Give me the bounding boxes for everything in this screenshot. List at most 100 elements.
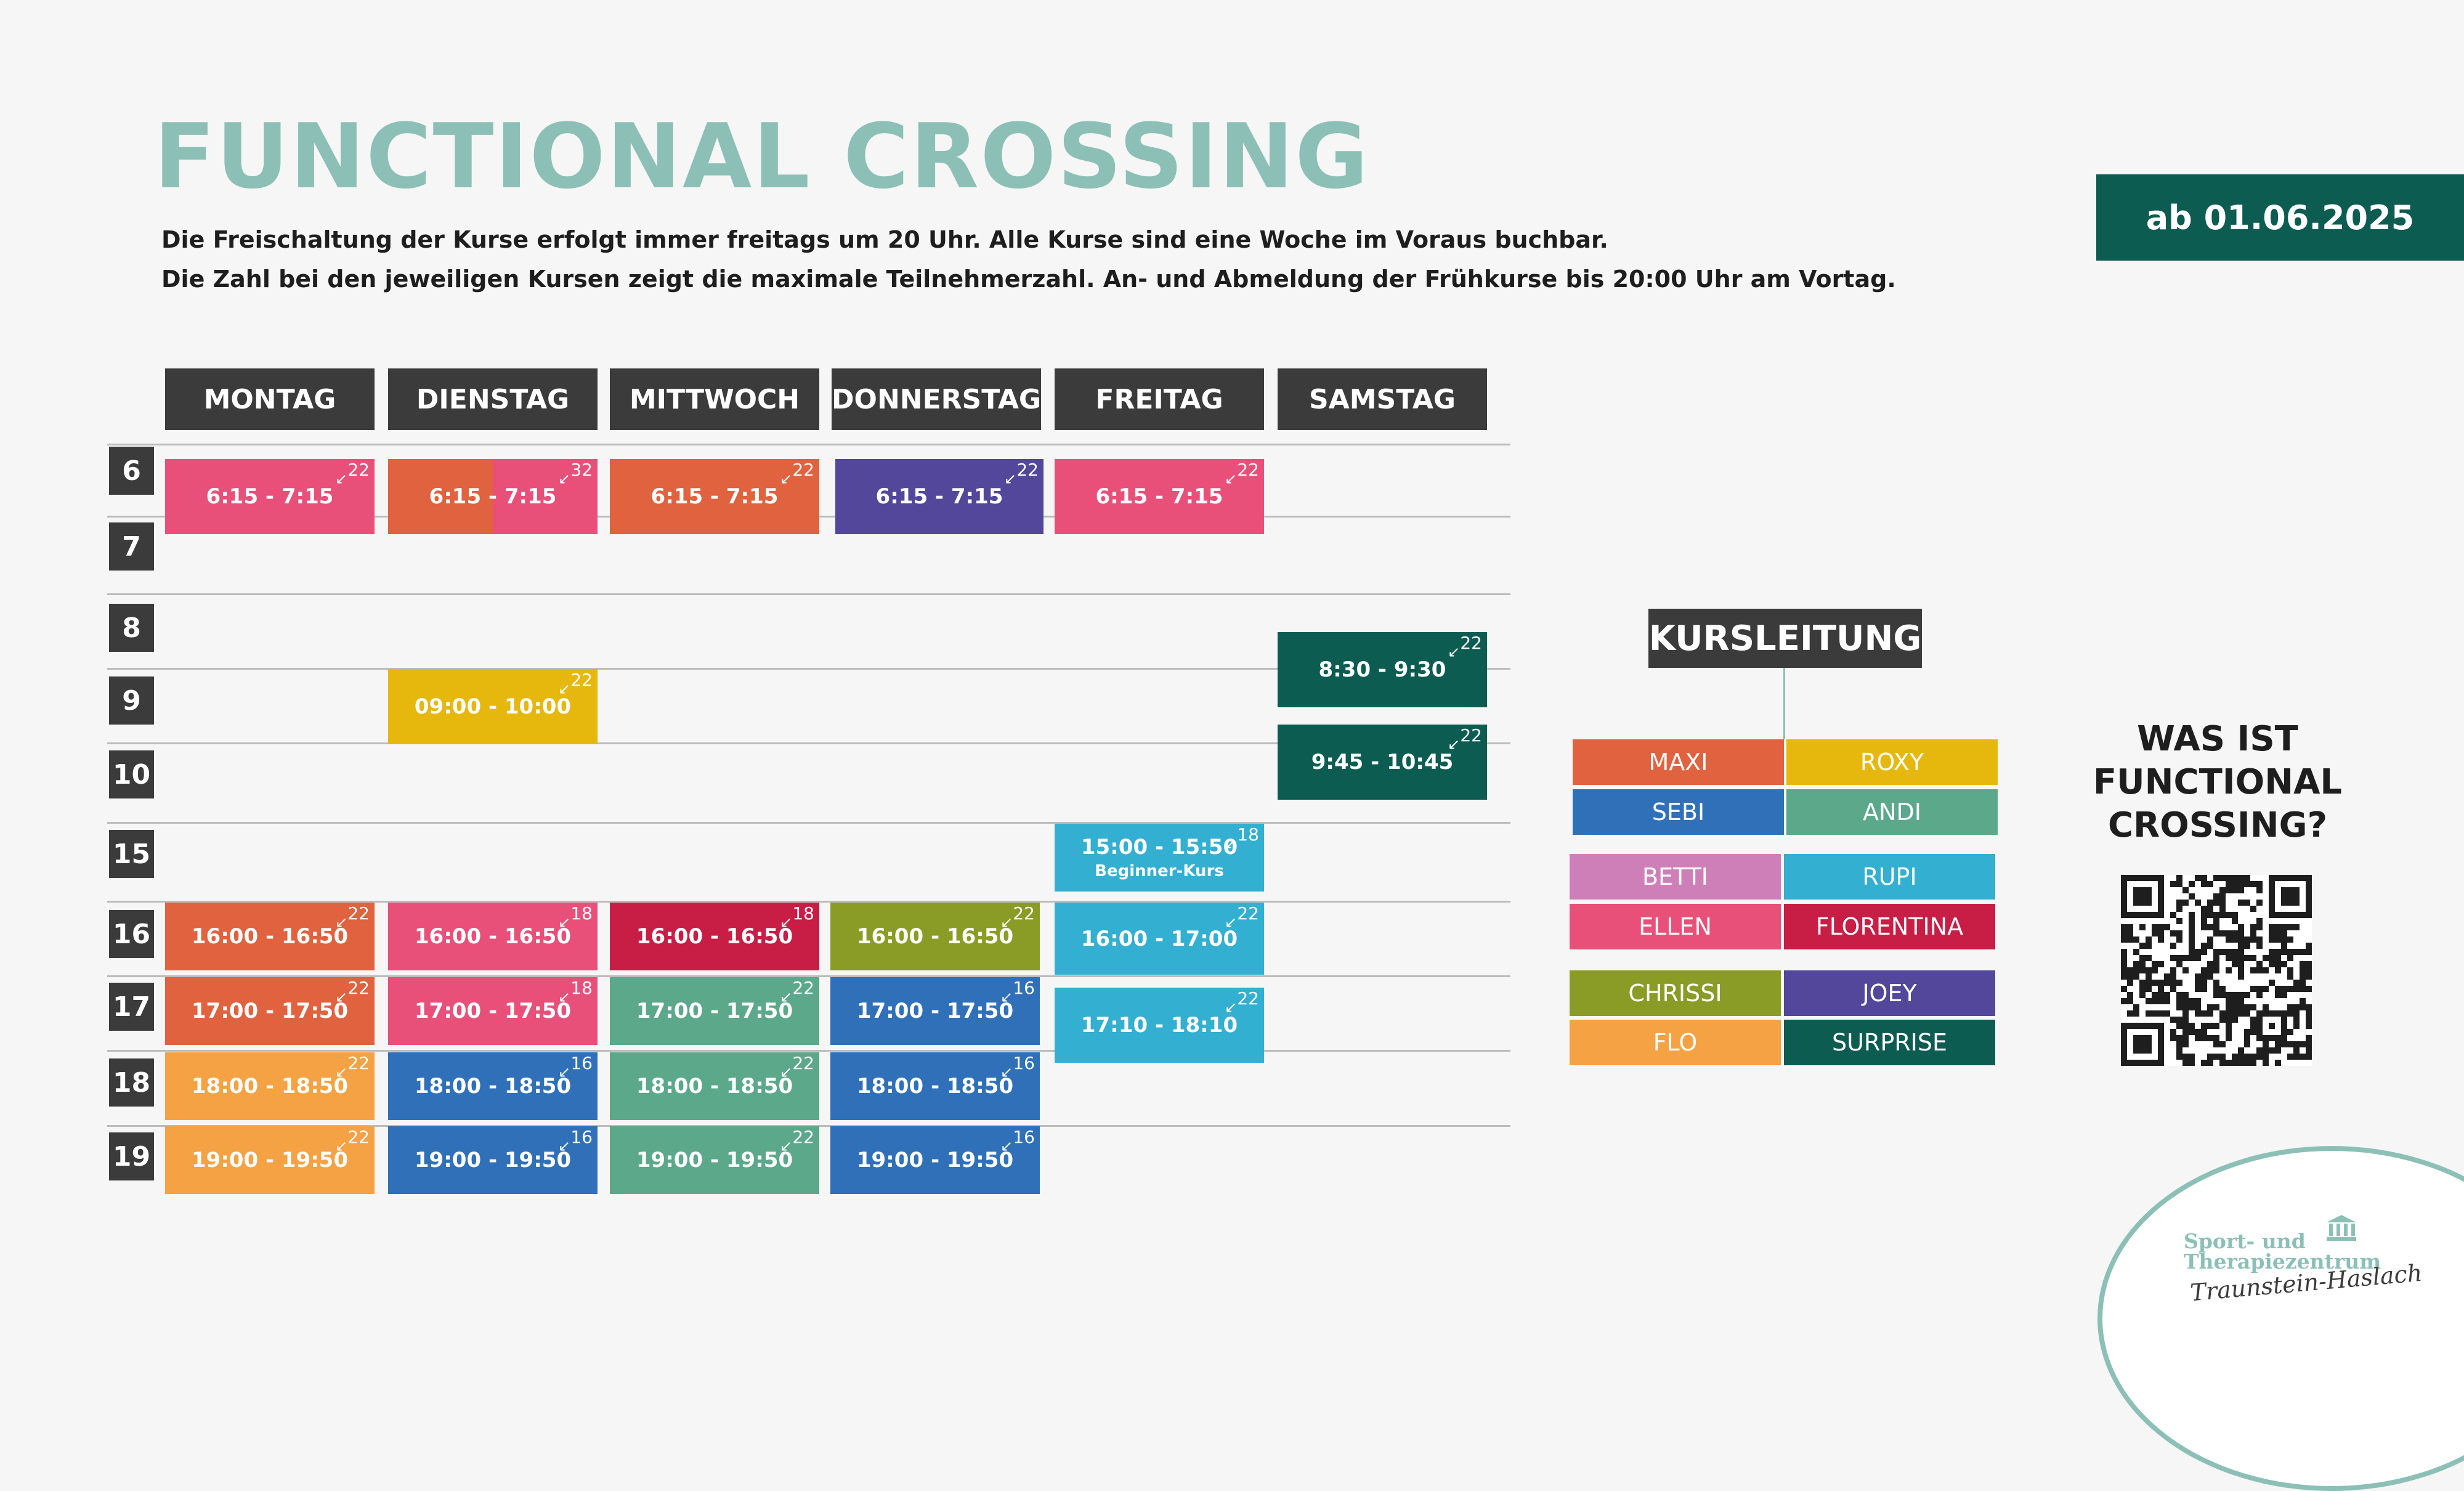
session-time: 19:00 - 19:50 — [191, 1148, 349, 1172]
grid-line — [107, 668, 1510, 670]
session-time: 09:00 - 10:00 — [414, 694, 572, 719]
session-time: 17:00 - 17:50 — [414, 999, 572, 1023]
session-block[interactable]: 18:00 - 18:50 22 ↙ — [165, 1052, 375, 1120]
session-block[interactable]: 6:15 - 7:15 22 ↙ — [165, 459, 375, 534]
session-block[interactable]: 18:00 - 18:50 22 ↙ — [610, 1052, 819, 1120]
logo-badge — [2097, 1146, 2464, 1491]
session-capacity: 22 — [792, 978, 814, 998]
promo-question-line: FUNCTIONAL — [2093, 762, 2343, 802]
session-capacity: 22 — [1460, 633, 1482, 653]
grid-line — [107, 822, 1510, 824]
trainer-chip: MAXI — [1573, 739, 1784, 785]
capacity-arrow-icon: ↙ — [334, 988, 347, 1006]
session-block[interactable]: 6:15 - 7:15 22 ↙ — [835, 459, 1044, 534]
capacity-arrow-icon: ↙ — [557, 988, 570, 1006]
session-block[interactable]: 17:00 - 17:50 18 ↙ — [388, 977, 598, 1045]
session-capacity: 22 — [1013, 903, 1035, 924]
day-header: SAMSTAG — [1278, 368, 1487, 430]
session-block[interactable]: 17:00 - 17:50 16 ↙ — [830, 977, 1040, 1045]
hour-label: 6 — [109, 447, 154, 495]
trainer-chip: ROXY — [1786, 739, 1998, 785]
session-capacity: 22 — [347, 1127, 370, 1147]
session-time: 19:00 - 19:50 — [414, 1148, 572, 1172]
hour-label: 8 — [109, 604, 154, 652]
session-block[interactable]: 19:00 - 19:50 16 ↙ — [830, 1126, 1040, 1194]
day-header: MITTWOCH — [610, 368, 819, 430]
session-capacity: 22 — [1237, 988, 1259, 1009]
session-block[interactable]: 09:00 - 10:00 22 ↙ — [388, 669, 598, 744]
capacity-arrow-icon: ↙ — [1224, 470, 1237, 487]
session-block[interactable]: 17:00 - 17:50 22 ↙ — [165, 977, 375, 1045]
capacity-arrow-icon: ↙ — [1224, 835, 1237, 852]
session-capacity: 18 — [1237, 824, 1259, 845]
session-time: 15:00 - 15:50 — [1080, 835, 1238, 859]
promo-question-line: WAS IST — [2137, 719, 2298, 759]
session-capacity: 22 — [347, 978, 370, 998]
hour-label: 7 — [109, 522, 154, 571]
session-capacity: 22 — [792, 460, 814, 480]
capacity-arrow-icon: ↙ — [334, 1137, 347, 1155]
promo-question[interactable]: WAS IST FUNCTIONAL CROSSING? — [2091, 718, 2344, 847]
grid-line — [107, 975, 1510, 977]
session-time: 17:00 - 17:50 — [191, 999, 349, 1023]
session-block[interactable]: 15:00 - 15:50 Beginner-Kurs 18 ↙ — [1055, 824, 1264, 892]
session-capacity: 22 — [1237, 460, 1259, 480]
capacity-arrow-icon: ↙ — [1000, 988, 1013, 1006]
grid-line — [107, 593, 1510, 595]
session-block[interactable]: 19:00 - 19:50 22 ↙ — [610, 1126, 819, 1194]
capacity-arrow-icon: ↙ — [779, 1063, 792, 1081]
session-capacity: 32 — [570, 460, 593, 480]
capacity-arrow-icon: ↙ — [779, 914, 792, 931]
session-block[interactable]: 8:30 - 9:30 22 ↙ — [1278, 632, 1487, 707]
hour-label: 10 — [109, 750, 154, 798]
session-block[interactable]: 6:15 - 7:15 22 ↙ — [610, 459, 819, 534]
session-block[interactable]: 16:00 - 16:50 18 ↙ — [388, 903, 598, 970]
session-capacity: 16 — [1013, 1127, 1035, 1147]
session-time: 18:00 - 18:50 — [191, 1074, 349, 1099]
logo-line: Therapiezentrum — [2184, 1249, 2381, 1274]
day-header: FREITAG — [1055, 368, 1264, 430]
session-capacity: 16 — [1013, 978, 1035, 998]
trainer-chip: RUPI — [1784, 854, 1995, 900]
session-block[interactable]: 16:00 - 17:00 22 ↙ — [1055, 903, 1264, 975]
trainer-chip: FLORENTINA — [1784, 904, 1995, 949]
session-time: 17:10 - 18:10 — [1080, 1013, 1238, 1038]
session-block[interactable]: 17:00 - 17:50 22 ↙ — [610, 977, 819, 1045]
session-block[interactable]: 6:15 - 7:15 22 ↙ — [1055, 459, 1264, 534]
day-header: DIENSTAG — [388, 368, 598, 430]
building-icon — [2327, 1215, 2356, 1241]
session-time: 19:00 - 19:50 — [636, 1148, 793, 1172]
session-block[interactable]: 16:00 - 16:50 22 ↙ — [165, 903, 375, 970]
session-capacity: 22 — [1460, 725, 1482, 746]
info-line-2: Die Zahl bei den jeweiligen Kursen zeigt… — [161, 266, 1896, 293]
kursleitung-connector — [1783, 668, 1785, 739]
session-time: 16:00 - 16:50 — [856, 924, 1014, 949]
session-block[interactable]: 16:00 - 16:50 18 ↙ — [610, 903, 819, 970]
session-capacity: 16 — [570, 1053, 593, 1073]
session-time: 16:00 - 16:50 — [636, 924, 793, 949]
session-block[interactable]: 6:15 - 7:15 32 ↙ — [388, 459, 598, 534]
session-block[interactable]: 19:00 - 19:50 22 ↙ — [165, 1126, 375, 1194]
capacity-arrow-icon: ↙ — [1224, 999, 1237, 1016]
capacity-arrow-icon: ↙ — [1447, 643, 1460, 660]
session-capacity: 22 — [347, 460, 370, 480]
capacity-arrow-icon: ↙ — [1000, 1063, 1013, 1081]
session-time: 9:45 - 10:45 — [1311, 750, 1454, 774]
trainer-chip: JOEY — [1784, 970, 1995, 1016]
session-capacity: 18 — [570, 903, 593, 924]
session-block[interactable]: 9:45 - 10:45 22 ↙ — [1278, 725, 1487, 800]
session-block[interactable]: 18:00 - 18:50 16 ↙ — [388, 1052, 598, 1120]
session-capacity: 22 — [570, 670, 593, 690]
capacity-arrow-icon: ↙ — [557, 914, 570, 931]
session-block[interactable]: 18:00 - 18:50 16 ↙ — [830, 1052, 1040, 1120]
session-capacity: 16 — [570, 1127, 593, 1147]
session-block[interactable]: 17:10 - 18:10 22 ↙ — [1055, 988, 1264, 1063]
session-block[interactable]: 19:00 - 19:50 16 ↙ — [388, 1126, 598, 1194]
session-time: 6:15 - 7:15 — [875, 484, 1003, 509]
capacity-arrow-icon: ↙ — [557, 680, 570, 697]
qr-code-icon[interactable] — [2121, 875, 2312, 1066]
promo-question-line: CROSSING? — [2107, 805, 2328, 845]
session-block[interactable]: 16:00 - 16:50 22 ↙ — [830, 903, 1040, 970]
session-time: 17:00 - 17:50 — [636, 999, 793, 1023]
session-time: 16:00 - 16:50 — [414, 924, 572, 949]
